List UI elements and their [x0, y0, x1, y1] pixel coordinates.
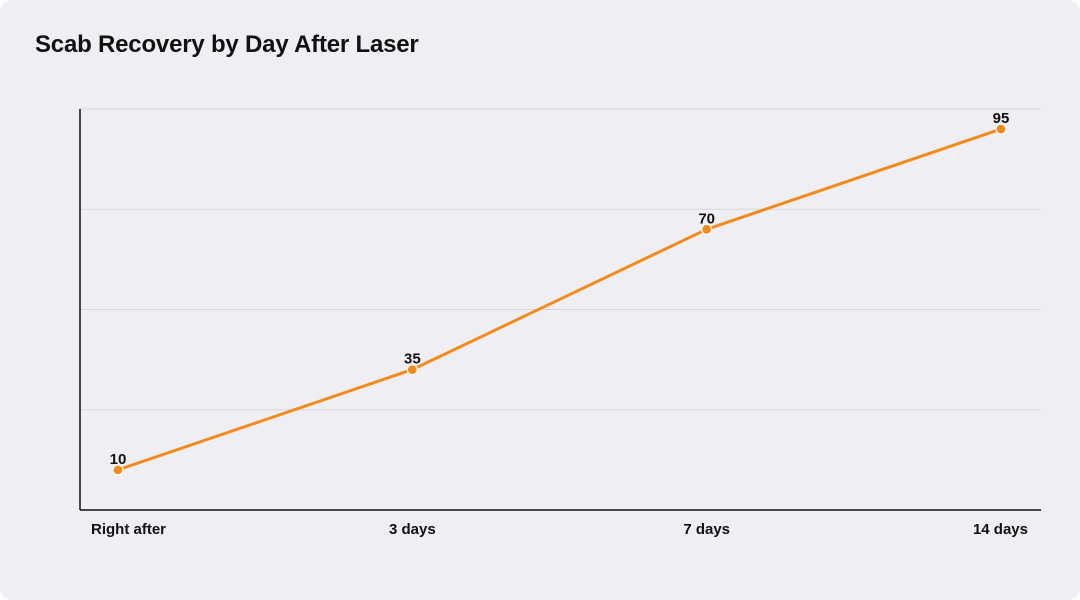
x-tick-labels: Right after 3 days 7 days 14 days	[91, 521, 1028, 538]
x-tick-label: 7 days	[683, 521, 730, 538]
chart-title: Scab Recovery by Day After Laser	[35, 31, 419, 58]
gridlines	[80, 108, 1041, 411]
x-tick-label: 3 days	[389, 521, 436, 538]
data-label: 70	[698, 210, 715, 227]
series-line	[116, 127, 1003, 472]
data-point	[112, 464, 124, 476]
data-label: 95	[993, 110, 1010, 127]
data-label: 10	[110, 451, 127, 468]
x-tick-label: 14 days	[973, 521, 1028, 538]
data-point	[406, 364, 418, 376]
data-label: 35	[404, 351, 421, 368]
data-point	[701, 223, 713, 235]
series-layer: 10 35 70 95	[110, 110, 1010, 476]
x-tick-label: Right after	[91, 521, 166, 538]
data-point	[995, 123, 1007, 135]
axes	[79, 109, 1041, 511]
